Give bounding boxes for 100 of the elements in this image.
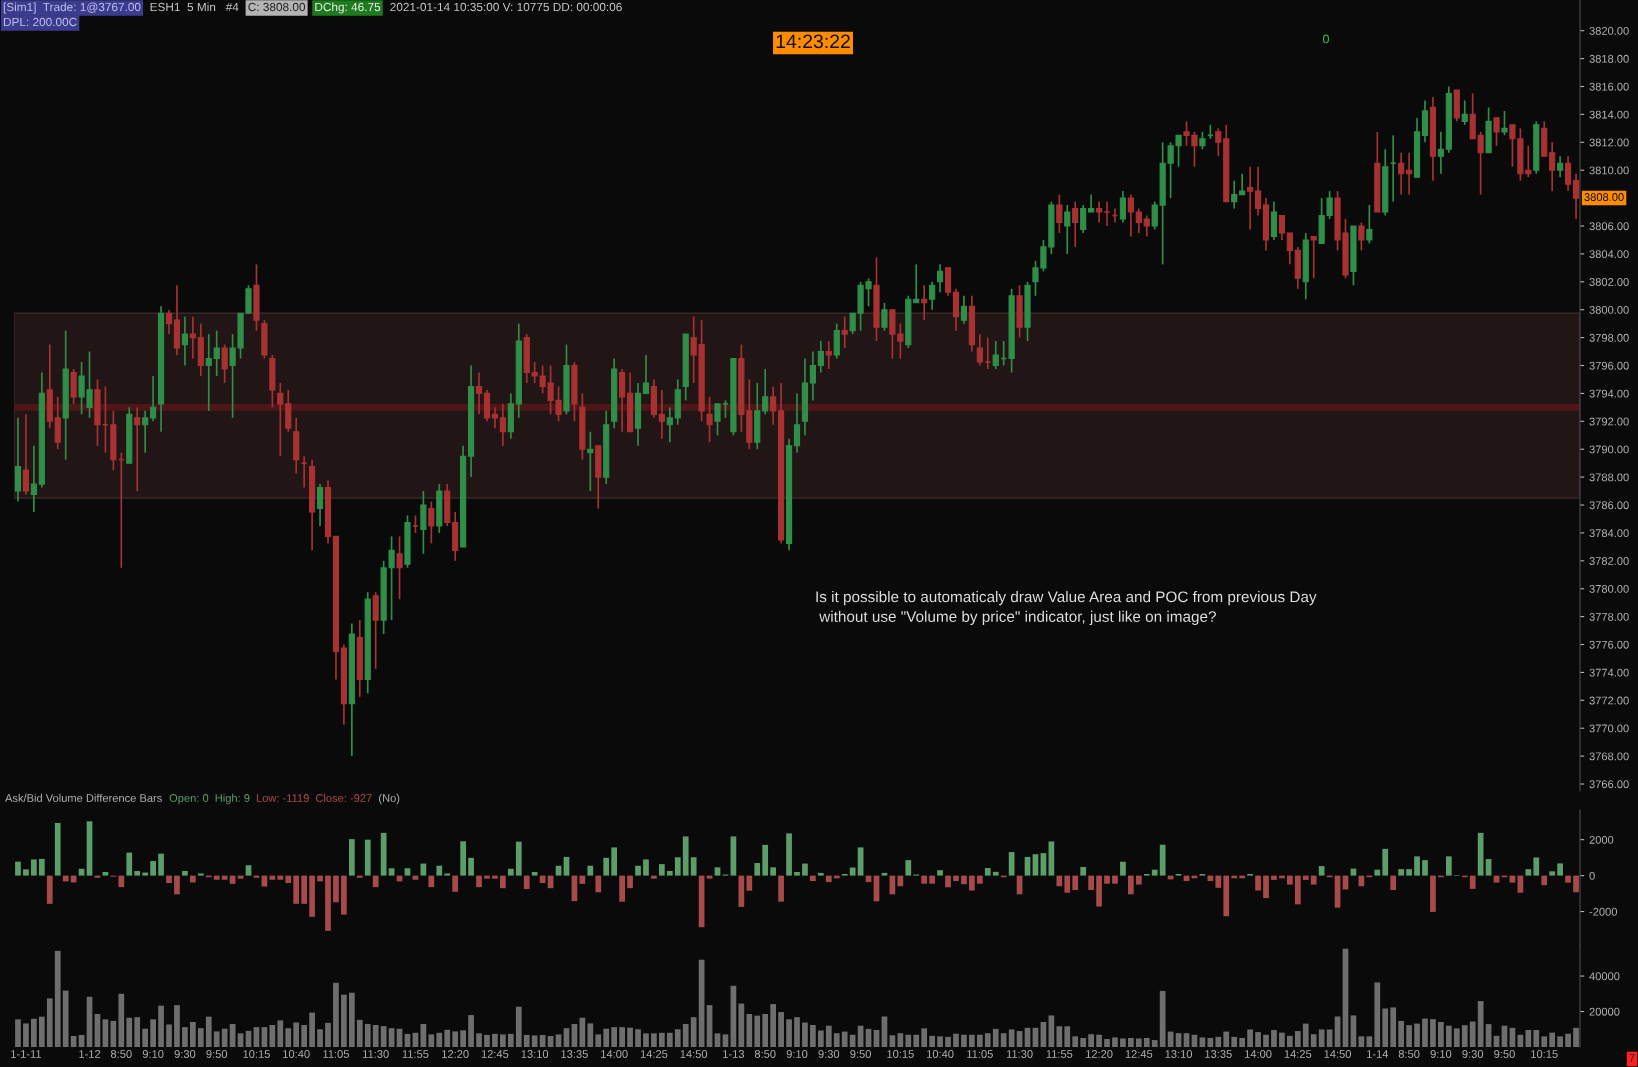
bar [213, 875, 220, 880]
bar [1064, 875, 1071, 893]
bar [1223, 875, 1230, 917]
bar [992, 1028, 999, 1047]
bar [1159, 990, 1166, 1047]
bar [356, 1019, 363, 1047]
y-tick-label: 3820.00 [1589, 26, 1629, 35]
bar [476, 1033, 482, 1047]
bar [1263, 1034, 1269, 1047]
x-tick-label: 1-1-11 [11, 1050, 42, 1058]
y-tick-label: 3794.00 [1589, 389, 1629, 398]
candlestick [825, 340, 832, 370]
bar [611, 1027, 618, 1047]
bar [1056, 875, 1063, 887]
bar [897, 1033, 904, 1047]
bar [1302, 875, 1309, 880]
y-tick-label: 3814.00 [1589, 110, 1629, 119]
bar [825, 1025, 832, 1047]
bar [1032, 854, 1039, 876]
x-tick-label: 9:10 [1430, 1050, 1452, 1058]
candlestick [277, 382, 284, 458]
bar [953, 1033, 959, 1047]
bar [1120, 1038, 1126, 1047]
candlestick [142, 410, 149, 454]
bar [643, 1033, 649, 1047]
bar [15, 1019, 21, 1047]
bar [182, 1027, 188, 1047]
annotation: 2021-01-14 10:35:00 V: 10775 DD: 00:00:06 [390, 2, 622, 12]
bar [269, 1025, 276, 1047]
bar [1104, 1039, 1110, 1047]
bar [1390, 875, 1397, 890]
bar [1072, 875, 1079, 890]
bar [1557, 1036, 1563, 1047]
bar [15, 861, 21, 876]
bar [961, 1034, 967, 1047]
bar [929, 1035, 935, 1047]
candlestick [134, 406, 141, 492]
bar [460, 1030, 466, 1047]
y-tick-label: 3804.00 [1589, 250, 1629, 259]
bar [1151, 869, 1158, 876]
candlestick [1278, 214, 1286, 241]
x-tick-label: 14:50 [1324, 1050, 1352, 1058]
bar [1128, 875, 1134, 895]
bar [269, 875, 276, 880]
bar [293, 875, 300, 904]
bar [1414, 856, 1420, 876]
y-tick-label: 3816.00 [1589, 82, 1629, 91]
y-tick-label: 3784.00 [1589, 529, 1629, 538]
y-tick-label: 3812.00 [1589, 138, 1629, 147]
bar [1398, 869, 1404, 876]
candlestick [992, 340, 999, 370]
x-tick-label: 14:00 [601, 1050, 628, 1058]
bar [1104, 875, 1110, 884]
bar [1135, 875, 1142, 885]
bar [476, 875, 482, 888]
bar [166, 1024, 172, 1047]
bar [738, 1003, 745, 1047]
bar [786, 1019, 792, 1047]
bar [46, 998, 53, 1047]
bar [468, 1015, 474, 1047]
bar [1255, 1032, 1261, 1047]
candlestick [117, 451, 125, 569]
bar [1318, 1029, 1325, 1047]
candlestick [221, 343, 228, 384]
bar [142, 1028, 149, 1047]
bar [849, 867, 856, 876]
bar [531, 872, 538, 876]
bar [54, 950, 61, 1047]
bar [158, 853, 164, 876]
bar [293, 1022, 300, 1047]
y-tick-label: 3798.00 [1589, 333, 1629, 342]
bar [1469, 1021, 1476, 1047]
bar [1279, 1032, 1285, 1047]
bar [627, 1027, 633, 1047]
bar [404, 868, 411, 876]
bar [277, 1020, 284, 1047]
bar [929, 875, 935, 884]
y-tick-label: 3780.00 [1589, 584, 1629, 593]
bar [237, 1033, 244, 1047]
y-tick-label: 3770.00 [1589, 724, 1629, 733]
candlestick [1135, 207, 1142, 234]
bar [1135, 1038, 1142, 1047]
bar [31, 1018, 37, 1047]
y-tick-label: 0 [1589, 871, 1595, 880]
y-tick-label: 3802.00 [1589, 278, 1629, 286]
bar [348, 992, 355, 1047]
bar [1096, 875, 1102, 907]
candlestick [1398, 151, 1405, 196]
bar [984, 868, 991, 876]
annotation: DPL: 200.00C [3, 17, 77, 27]
bar [515, 1006, 522, 1047]
bar [762, 1014, 769, 1047]
bar [1128, 1037, 1134, 1047]
x-tick-label: 9:50 [206, 1050, 228, 1058]
y-tick-label: 3796.00 [1589, 361, 1629, 370]
bar [1525, 869, 1532, 876]
bar [1358, 1036, 1365, 1047]
text: Close: -927 [315, 793, 372, 802]
candlestick [1239, 172, 1246, 196]
candlestick [150, 375, 157, 423]
